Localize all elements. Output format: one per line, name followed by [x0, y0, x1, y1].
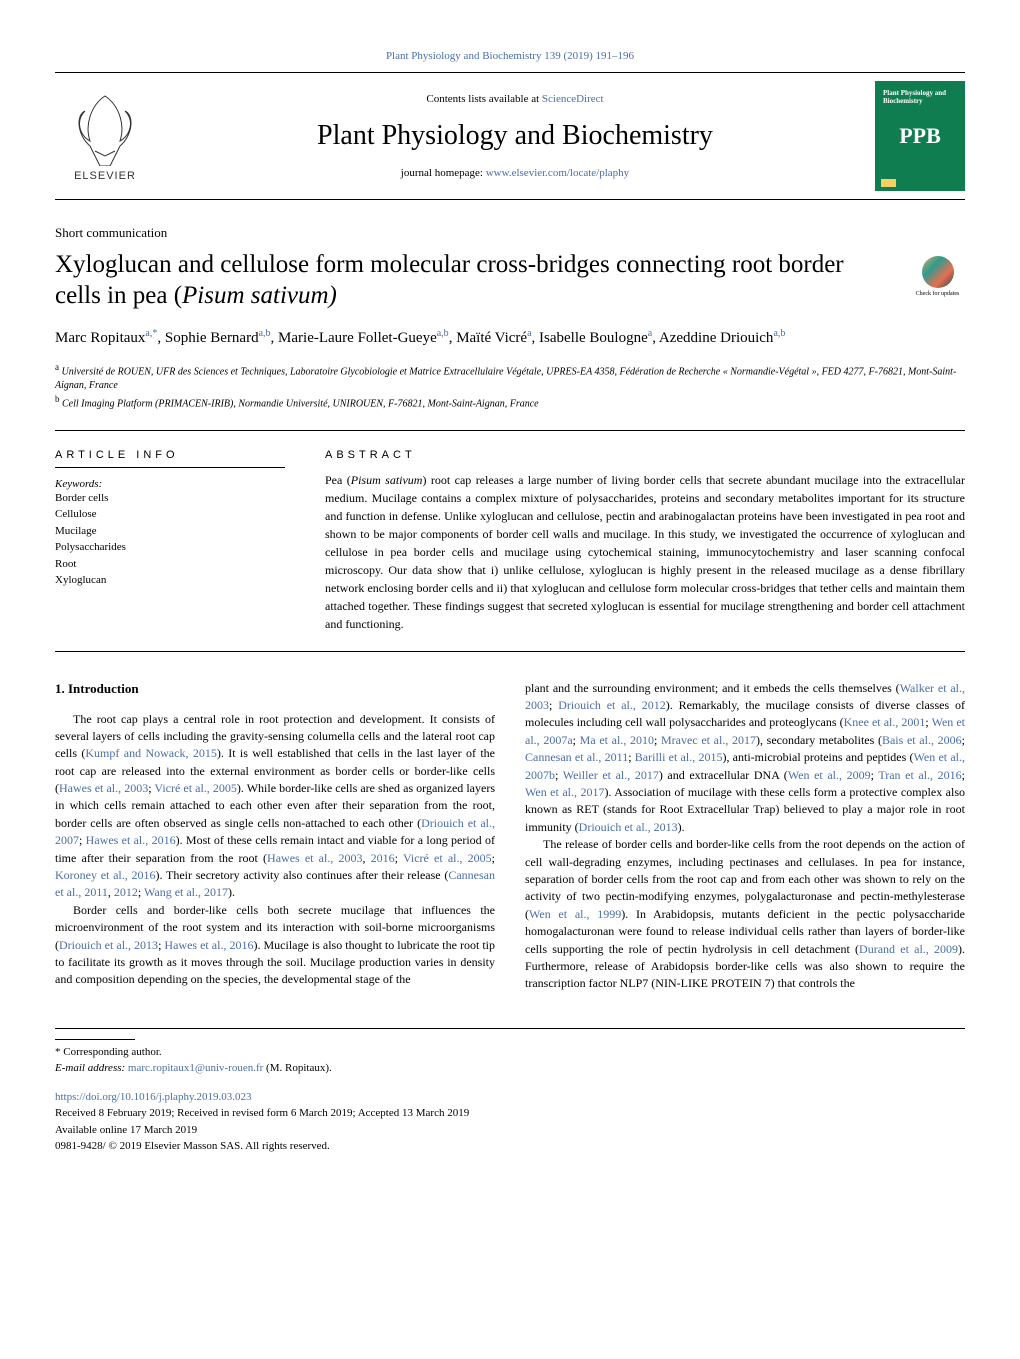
article-info-panel: ARTICLE INFO Keywords: Border cellsCellu…: [55, 449, 285, 633]
affiliation-item: b Cell Imaging Platform (PRIMACEN-IRIB),…: [55, 393, 965, 411]
keyword-item: Mucilage: [55, 523, 285, 540]
para-3: plant and the surrounding environment; a…: [525, 680, 965, 837]
homepage-link[interactable]: www.elsevier.com/locate/plaphy: [486, 167, 629, 179]
footer: * Corresponding author. E-mail address: …: [55, 1028, 965, 1155]
article-title: Xyloglucan and cellulose form molecular …: [55, 249, 890, 312]
abstract-heading: ABSTRACT: [325, 449, 965, 461]
dates-line: Received 8 February 2019; Received in re…: [55, 1105, 965, 1122]
article-info-heading: ARTICLE INFO: [55, 449, 285, 468]
title-italic: Pisum sativum): [182, 282, 337, 309]
keyword-item: Cellulose: [55, 506, 285, 523]
keyword-item: Root: [55, 556, 285, 573]
elsevier-logo: ELSEVIER: [55, 81, 155, 191]
corresponding-author: * Corresponding author.: [55, 1044, 965, 1061]
cover-ppb-text: PPB: [899, 123, 941, 149]
check-updates-badge[interactable]: Check for updates: [910, 249, 965, 304]
keywords-list: Border cellsCelluloseMucilagePolysacchar…: [55, 490, 285, 589]
check-updates-text: Check for updates: [916, 291, 960, 297]
email-link[interactable]: marc.ropitaux1@univ-rouen.fr: [128, 1062, 263, 1074]
email-suffix: (M. Ropitaux).: [263, 1062, 331, 1074]
authors-list: Marc Ropitauxa,*, Sophie Bernarda,b, Mar…: [55, 326, 965, 350]
affiliation-item: a Université de ROUEN, UFR des Sciences …: [55, 361, 965, 393]
homepage-prefix: journal homepage:: [401, 167, 486, 179]
journal-cover-thumbnail: Plant Physiology and Biochemistry PPB: [875, 81, 965, 191]
corresponding-rule: [55, 1039, 135, 1040]
contents-prefix: Contents lists available at: [426, 93, 541, 105]
elsevier-text: ELSEVIER: [74, 170, 136, 182]
column-right: plant and the surrounding environment; a…: [525, 680, 965, 993]
abstract-body: Pea (Pisum sativum) root cap releases a …: [325, 471, 965, 633]
article-type: Short communication: [55, 225, 965, 241]
citation-line: Plant Physiology and Biochemistry 139 (2…: [55, 50, 965, 62]
affiliations: a Université de ROUEN, UFR des Sciences …: [55, 361, 965, 412]
available-line: Available online 17 March 2019: [55, 1122, 965, 1139]
crossmark-icon: [922, 256, 954, 288]
para-4: The release of border cells and border-l…: [525, 836, 965, 993]
section-1-heading: 1. Introduction: [55, 680, 495, 699]
column-left: 1. Introduction The root cap plays a cen…: [55, 680, 495, 993]
citation-link[interactable]: Plant Physiology and Biochemistry 139 (2…: [386, 50, 634, 62]
email-line: E-mail address: marc.ropitaux1@univ-roue…: [55, 1060, 965, 1077]
body-text: 1. Introduction The root cap plays a cen…: [55, 680, 965, 993]
journal-header: ELSEVIER Contents lists available at Sci…: [55, 72, 965, 200]
copyright-line: 0981-9428/ © 2019 Elsevier Masson SAS. A…: [55, 1138, 965, 1155]
keywords-label: Keywords:: [55, 478, 285, 490]
title-plain: Xyloglucan and cellulose form molecular …: [55, 251, 844, 309]
cover-small-text: Plant Physiology and Biochemistry: [883, 89, 965, 105]
email-label: E-mail address:: [55, 1062, 128, 1074]
keyword-item: Border cells: [55, 490, 285, 507]
keyword-item: Xyloglucan: [55, 572, 285, 589]
keyword-item: Polysaccharides: [55, 539, 285, 556]
homepage-line: journal homepage: www.elsevier.com/locat…: [155, 167, 875, 179]
para-2: Border cells and border-like cells both …: [55, 902, 495, 989]
journal-title: Plant Physiology and Biochemistry: [155, 120, 875, 152]
cover-bottom-icon: [881, 179, 896, 187]
elsevier-tree-icon: [70, 91, 140, 166]
sciencedirect-link[interactable]: ScienceDirect: [542, 93, 604, 105]
contents-line: Contents lists available at ScienceDirec…: [155, 93, 875, 105]
para-1: The root cap plays a central role in roo…: [55, 711, 495, 902]
doi-link[interactable]: https://doi.org/10.1016/j.plaphy.2019.03…: [55, 1091, 251, 1103]
